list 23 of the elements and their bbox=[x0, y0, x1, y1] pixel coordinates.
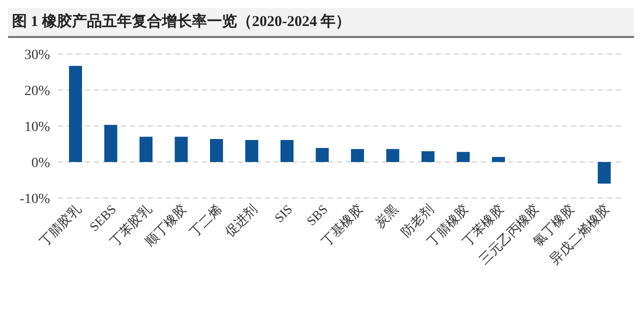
bar bbox=[104, 124, 118, 162]
bar bbox=[69, 66, 82, 162]
bar bbox=[422, 151, 434, 162]
bar bbox=[316, 148, 329, 162]
bar bbox=[492, 156, 505, 162]
bar bbox=[386, 149, 400, 162]
y-tick-label: 0% bbox=[31, 156, 50, 171]
bar bbox=[598, 162, 611, 184]
chart-title: 图 1 橡胶产品五年复合增长率一览（2020-2024 年） bbox=[8, 8, 634, 38]
bar bbox=[351, 149, 364, 162]
x-tick-label: SBS bbox=[304, 202, 330, 228]
y-tick-label: 10% bbox=[24, 120, 50, 135]
y-tick-label: 30% bbox=[24, 48, 50, 63]
x-tick-label: 炭黑 bbox=[372, 202, 401, 231]
bar bbox=[456, 152, 470, 162]
y-tick-label: 20% bbox=[24, 84, 50, 99]
x-tick-label: SIS bbox=[271, 202, 296, 226]
bar bbox=[210, 138, 223, 162]
y-tick-label: -10% bbox=[20, 192, 50, 207]
bar bbox=[280, 140, 294, 162]
bar bbox=[174, 136, 188, 162]
bar bbox=[140, 136, 152, 162]
bar bbox=[245, 140, 258, 162]
